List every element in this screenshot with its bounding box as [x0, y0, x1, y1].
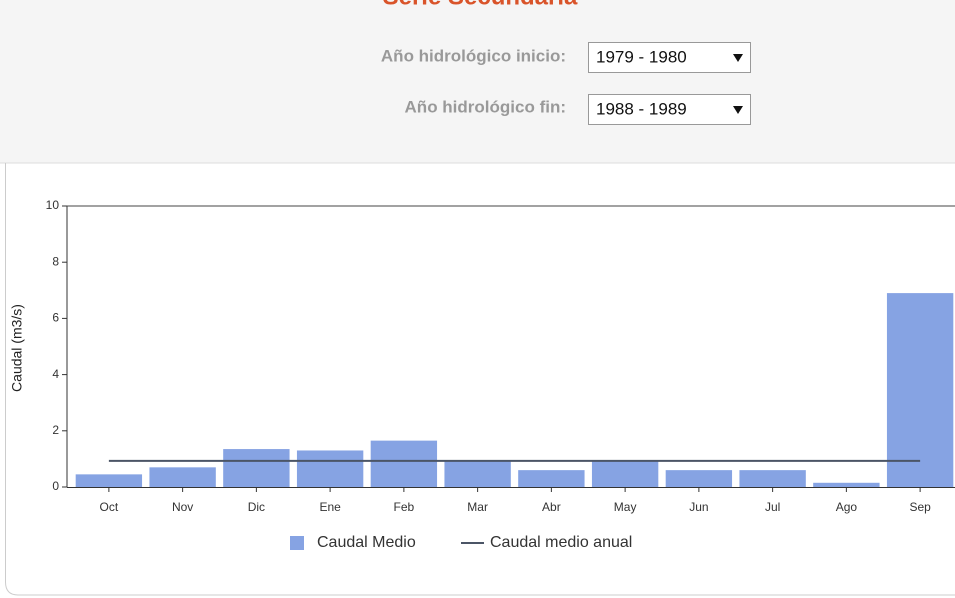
x-tick-label: Mar — [467, 500, 488, 514]
select-arrow[interactable] — [733, 106, 743, 114]
select-box[interactable] — [588, 94, 751, 125]
field-label: Año hidrológico fin: — [405, 97, 566, 116]
legend-label: Caudal medio anual — [490, 534, 632, 551]
x-tick-label: Ago — [836, 500, 858, 514]
y-tick-label: 10 — [46, 198, 60, 212]
chart-panel-border — [5, 163, 955, 596]
x-tick-label: Jul — [765, 500, 780, 514]
bar — [591, 460, 659, 487]
y-tick-label: 6 — [52, 311, 59, 325]
page-title: Serie Secundaria — [383, 0, 578, 10]
select-value[interactable]: 1988 - 1989 — [596, 99, 687, 118]
y-tick-label: 8 — [52, 254, 59, 268]
select[interactable]: 1979 - 1980 — [588, 42, 751, 73]
bar — [813, 482, 880, 487]
select-value[interactable]: 1979 - 1980 — [596, 47, 687, 66]
y-axis-label: Caudal (m3/s) — [9, 304, 25, 392]
y-tick-label: 4 — [52, 367, 59, 381]
x-tick-label: Abr — [542, 500, 561, 514]
bar — [75, 474, 143, 487]
x-tick-label: Jun — [689, 500, 708, 514]
filter-panel — [0, 0, 955, 163]
bar — [665, 470, 733, 487]
x-tick-label: Feb — [394, 500, 415, 514]
y-tick-label: 0 — [52, 479, 59, 493]
legend-swatch — [290, 536, 304, 550]
x-tick-label: Sep — [909, 500, 931, 514]
select[interactable]: 1988 - 1989 — [588, 94, 751, 125]
bar — [518, 470, 585, 487]
bar — [886, 293, 954, 487]
x-tick-label: Ene — [319, 500, 341, 514]
x-tick-label: Nov — [172, 500, 193, 514]
x-tick-label: Dic — [248, 500, 265, 514]
bar — [149, 467, 216, 487]
select-arrow[interactable] — [733, 54, 743, 62]
bar — [739, 470, 806, 487]
bar — [296, 450, 364, 487]
x-tick-label: Oct — [100, 500, 119, 514]
bar — [444, 460, 511, 487]
bar — [223, 449, 290, 487]
legend-label: Caudal Medio — [317, 534, 416, 551]
y-tick-label: 2 — [52, 423, 59, 437]
field-label: Año hidrológico inicio: — [381, 46, 566, 65]
bar — [370, 440, 438, 487]
select-box[interactable] — [588, 42, 751, 73]
x-tick-label: May — [614, 500, 637, 514]
